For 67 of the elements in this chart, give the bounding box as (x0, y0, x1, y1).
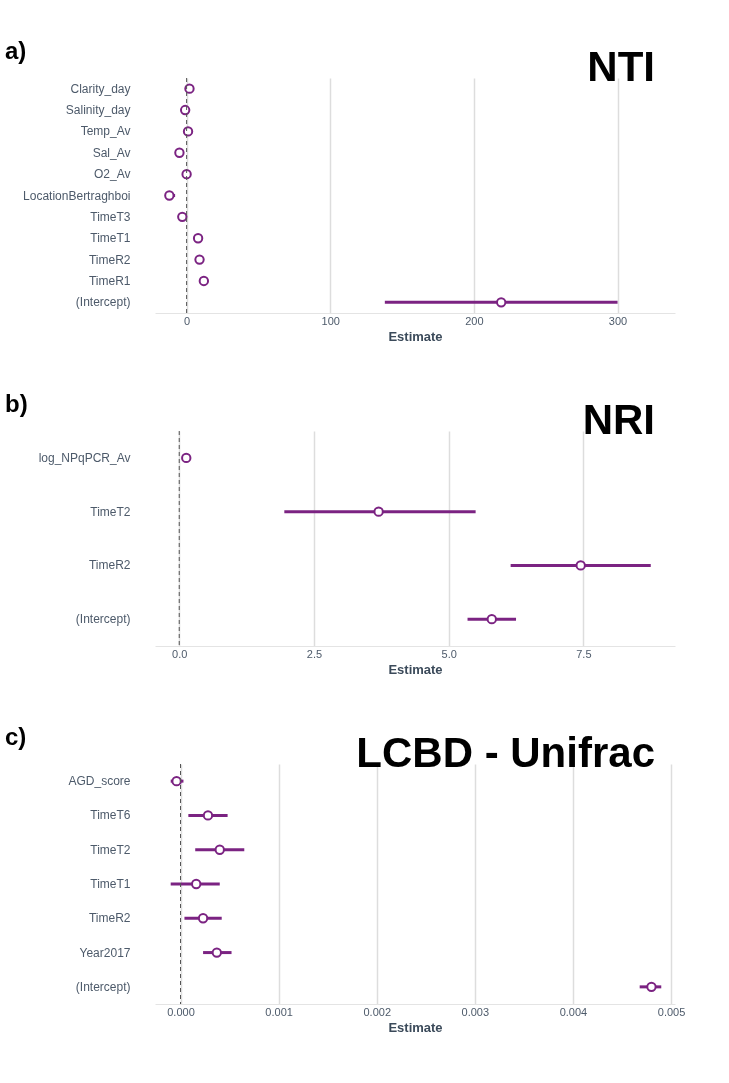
point (373, 506, 384, 517)
x-tick-label: 0.003 (461, 1005, 490, 1018)
point (486, 613, 497, 625)
text: c) (5, 723, 27, 750)
y-tick-label: AGD_score (68, 774, 131, 789)
y-tick-label: (Intercept) (75, 612, 131, 627)
point (184, 83, 195, 94)
point (496, 297, 507, 308)
x-tick-label: 5.0 (441, 647, 457, 660)
y-tick-label: TimeR2 (88, 252, 131, 267)
y-tick-label: LocationBertraghboi (23, 188, 131, 203)
y-tick-label: Year2017 (79, 945, 131, 960)
x-tick-label: 0.004 (559, 1005, 588, 1018)
point (197, 913, 209, 924)
x-axis-title: Estimate (388, 661, 443, 677)
y-tick-label: TimeT2 (90, 842, 131, 857)
y-tick-label: TimeT1 (90, 231, 131, 246)
x-tick-label: 0.001 (265, 1005, 293, 1018)
chart-title: NRI (582, 396, 655, 443)
x-tick-label: 300 (608, 314, 628, 327)
point (646, 981, 657, 993)
point (211, 947, 222, 958)
y-tick-label: TimeR2 (88, 558, 131, 573)
point (174, 147, 185, 158)
y-tick-label: TimeT1 (90, 877, 131, 891)
x-tick-label: 7.5 (576, 647, 592, 660)
x-tick-label: 2.5 (306, 647, 323, 660)
point (202, 810, 214, 821)
chart-title: LCBD - Unifrac (356, 729, 655, 776)
point (182, 126, 194, 137)
point (181, 168, 192, 180)
point (191, 878, 202, 890)
point (177, 211, 188, 223)
y-tick-label: Temp_Av (80, 124, 131, 139)
chart-title: NTI (587, 43, 655, 90)
x-axis-title: Estimate (388, 328, 443, 344)
y-tick-label: TimeT6 (90, 808, 131, 823)
y-tick-label: O2_Av (94, 167, 131, 182)
x-axis-title: Estimate (388, 1019, 443, 1035)
point (192, 233, 204, 244)
x-tick-label: 0.0 (172, 647, 188, 660)
y-tick-label: Salinity_day (65, 103, 131, 118)
y-tick-label: log_NPqPCR_Av (38, 450, 131, 465)
y-tick-label: TimeT3 (90, 209, 131, 224)
point (194, 254, 205, 265)
y-tick-label: TimeR1 (88, 273, 131, 288)
point (171, 775, 182, 787)
point (575, 560, 586, 571)
point (214, 844, 225, 855)
y-tick-label: TimeR2 (88, 911, 131, 926)
x-tick-label: 0.000 (167, 1005, 195, 1018)
point (198, 275, 210, 287)
point (164, 190, 175, 201)
y-tick-label: Clarity_day (70, 81, 131, 96)
x-tick-label: 200 (465, 314, 484, 327)
point (181, 452, 192, 464)
x-tick-label: 0.005 (657, 1005, 686, 1018)
y-tick-label: Sal_Av (92, 145, 131, 160)
text: b) (5, 390, 28, 417)
text: a) (5, 37, 27, 64)
x-tick-label: 100 (321, 314, 340, 327)
x-tick-label: 0.002 (363, 1005, 391, 1018)
point (179, 104, 191, 116)
y-tick-label: (Intercept) (75, 295, 131, 310)
y-tick-label: (Intercept) (75, 979, 131, 994)
y-tick-label: TimeT2 (90, 504, 131, 519)
x-tick-label: 0 (184, 314, 191, 327)
